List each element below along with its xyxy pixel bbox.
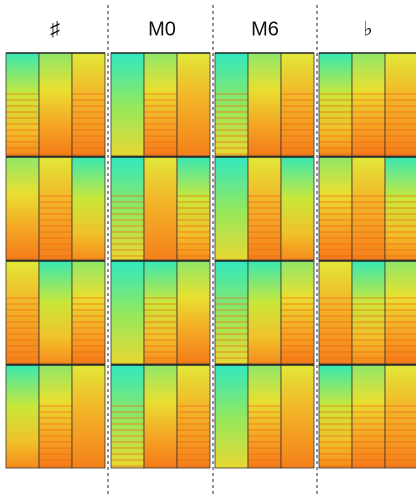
strip-texture — [352, 193, 385, 260]
heatmap-strip — [215, 365, 248, 468]
column-header: M6 — [251, 18, 279, 40]
heatmap-strip — [281, 365, 314, 468]
strip-texture — [39, 401, 72, 468]
strip-texture — [6, 297, 39, 364]
strip-texture — [319, 89, 352, 156]
heatmap-strip — [72, 365, 105, 468]
strip-texture — [248, 401, 281, 468]
strip-texture — [385, 401, 416, 468]
strip-texture — [72, 297, 105, 364]
strip-texture — [385, 89, 416, 156]
strip-texture — [39, 193, 72, 260]
strip-texture — [144, 297, 177, 364]
heatmap-strip — [177, 53, 210, 156]
heatmap-strip — [72, 157, 105, 260]
strip-texture — [319, 297, 352, 364]
column-header: ♭ — [363, 18, 372, 40]
strip-texture — [6, 89, 39, 156]
strip-texture — [72, 89, 105, 156]
column-header: ♯ — [50, 18, 60, 40]
strip-texture — [111, 193, 144, 260]
heatmap-strip — [144, 157, 177, 260]
strip-texture — [319, 401, 352, 468]
heatmap-strip — [111, 261, 144, 364]
strip-texture — [352, 401, 385, 468]
strip-texture — [352, 297, 385, 364]
strip-texture — [281, 297, 314, 364]
strip-texture — [385, 297, 416, 364]
heatmap-strip — [215, 157, 248, 260]
heatmap-strip — [248, 53, 281, 156]
heatmap-strip — [39, 53, 72, 156]
strip-texture — [111, 401, 144, 468]
strip-texture — [385, 193, 416, 260]
strip-texture — [248, 193, 281, 260]
strip-texture — [177, 193, 210, 260]
strip-texture — [319, 193, 352, 260]
strip-texture — [352, 89, 385, 156]
heatmap-strip — [144, 365, 177, 468]
heatmap-strip — [177, 261, 210, 364]
strip-texture — [215, 89, 248, 156]
heatmap-strip — [111, 53, 144, 156]
heatmap-strip — [6, 157, 39, 260]
heatmap-strip — [281, 157, 314, 260]
heatmap-grid — [6, 53, 416, 468]
column-header: M0 — [148, 18, 176, 40]
strip-texture — [281, 89, 314, 156]
strip-texture — [144, 89, 177, 156]
strip-texture — [177, 401, 210, 468]
heatmap-strip — [6, 365, 39, 468]
heatmap-strip — [248, 261, 281, 364]
strip-texture — [215, 297, 248, 364]
figure: ♯ M0 M6 ♭ — [0, 0, 416, 495]
heatmap-strip — [39, 261, 72, 364]
